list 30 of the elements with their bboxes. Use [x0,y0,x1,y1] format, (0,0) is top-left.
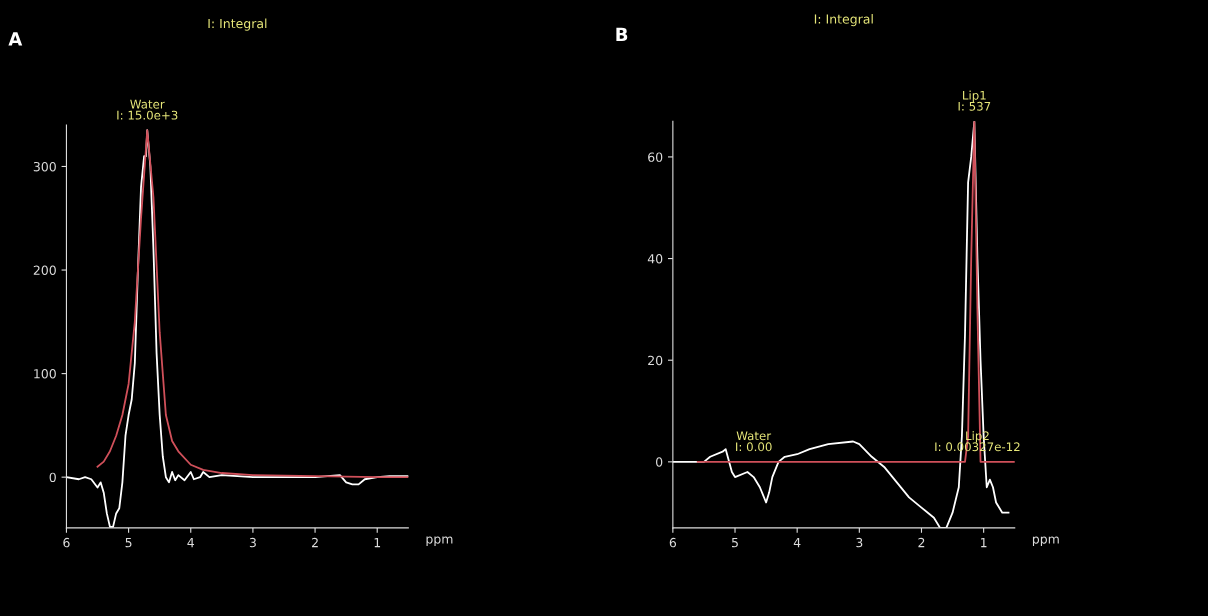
chart-title: I: Integral [814,14,873,27]
y-tick-label: 0 [49,472,56,483]
y-tick-label: 100 [34,369,56,379]
x-tick-label: 1 [374,538,381,548]
y-tick-label: 200 [33,265,56,275]
x-axis-title: ppm [426,536,453,547]
y-tick-label: 40 [647,254,663,264]
x-tick-label: 6 [63,537,70,548]
x-tick-label: 1 [981,538,987,548]
x-tick-label: 4 [187,538,195,548]
x-tick-label: 3 [856,537,863,548]
chart-title: I: Integral [208,18,267,31]
x-tick-label: 3 [249,537,256,548]
x-tick-label: 2 [918,537,925,548]
x-tick-label: 4 [793,538,801,548]
annotation: Lip1 I: 537 [958,90,991,111]
y-tick-label: 20 [648,355,663,366]
x-tick-label: 5 [125,538,132,548]
x-axis-title: ppm [1032,536,1059,547]
text: B [616,27,628,41]
x-tick-label: 5 [732,538,738,548]
x-tick-label: 6 [669,537,677,548]
y-tick-label: 300 [33,161,56,172]
text: A [8,32,23,46]
y-tick-label: 0 [656,457,663,467]
y-tick-label: 60 [648,152,663,162]
x-tick-label: 2 [312,537,318,548]
line-series [96,129,409,479]
annotation: Water I: 15.0e+3 [117,99,178,120]
annotation: Water I: 0.00 [736,431,772,452]
